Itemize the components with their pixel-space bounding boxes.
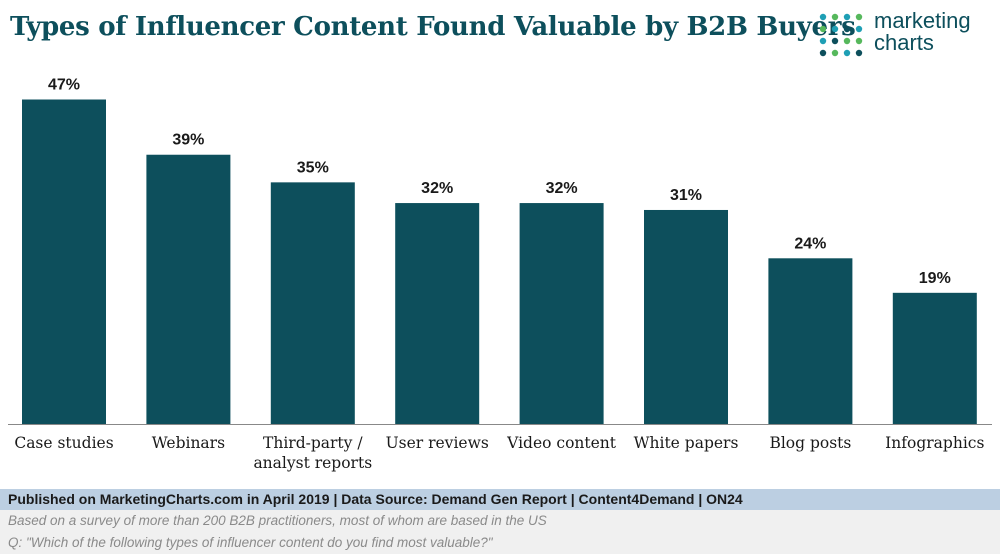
bar [519,203,604,424]
logo-dot [831,37,839,45]
data-label: 47% [48,77,80,94]
data-label: 39% [172,132,204,149]
logo-dot [855,25,863,33]
category-label: Blog posts [769,434,851,452]
published-source-line: Published on MarketingCharts.com in Apri… [0,489,1000,510]
category-label: Infographics [885,434,984,452]
logo-dot [843,49,851,57]
chart-footer: Published on MarketingCharts.com in Apri… [0,489,1000,555]
data-label: 24% [794,235,826,252]
survey-question: Q: "Which of the following types of infl… [0,532,1000,554]
logo-dot [855,37,863,45]
logo-dot [819,13,827,21]
category-label: Webinars [152,434,225,452]
data-label: 19% [919,270,951,287]
data-label: 32% [546,180,578,197]
bar [22,99,106,424]
bar [644,209,728,424]
logo-dot [819,37,827,45]
category-label: Video content [506,434,617,452]
logo-dot [855,49,863,57]
category-label: White papers [634,434,739,452]
logo-dot [843,37,851,45]
bar-chart: 47% Case studies 39% Webinars 35% Third-party… [8,77,992,472]
category-label: Third-party / [263,434,363,452]
category-label: Case studies [14,434,113,452]
logo-dot [819,25,827,33]
bar [768,258,853,424]
logo-dot [831,49,839,57]
logo-dot [831,13,839,21]
data-label: 31% [670,187,702,204]
logo-line-1: marketing [874,8,971,33]
logo-line-2: charts [874,30,934,55]
chart-title: Types of Influencer Content Found Valuab… [10,12,856,42]
bar [892,292,977,424]
bar [270,182,355,424]
category-label: User reviews [386,434,489,452]
category-label: analyst reports [253,454,372,472]
survey-note: Based on a survey of more than 200 B2B p… [0,510,1000,532]
logo-dot [843,13,851,21]
logo-dot [831,25,839,33]
bar [146,154,231,424]
logo-dot [819,49,827,57]
logo-dot [843,25,851,33]
logo-dots-icon [819,13,863,57]
logo-dot [855,13,863,21]
data-label: 35% [297,159,329,176]
bar [395,203,480,424]
data-label: 32% [421,180,453,197]
logo-wordmark: marketing charts [874,10,971,54]
marketingcharts-logo: marketing charts [818,10,996,60]
